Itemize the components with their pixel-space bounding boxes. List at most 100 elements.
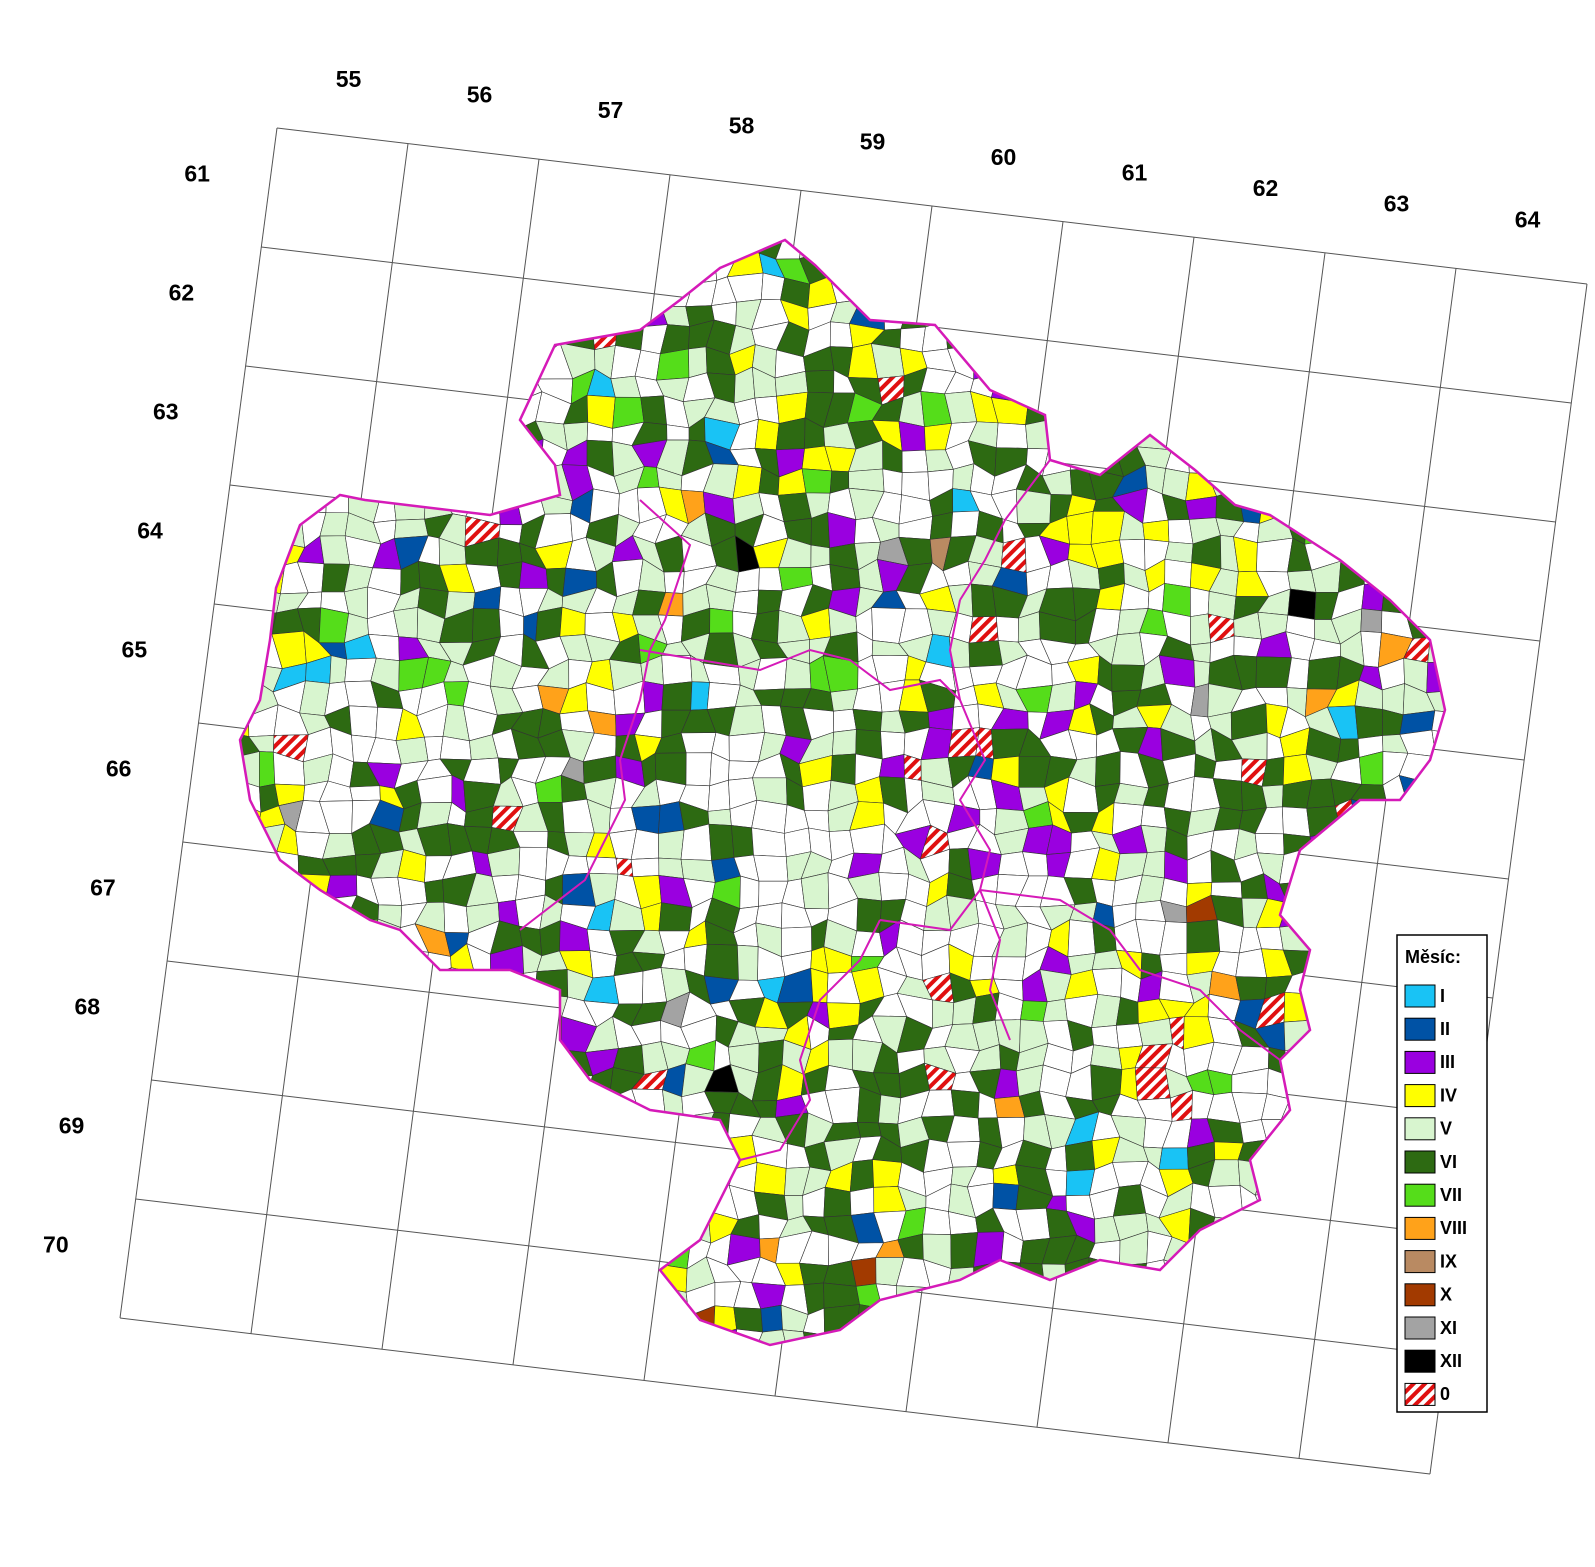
district — [658, 1313, 690, 1336]
district — [249, 1019, 281, 1054]
district — [295, 1207, 328, 1243]
district — [444, 1042, 476, 1074]
district — [354, 1310, 382, 1335]
district — [473, 1308, 502, 1339]
district — [1287, 446, 1312, 478]
district — [1187, 321, 1221, 350]
district — [1328, 949, 1361, 981]
district — [1265, 273, 1288, 303]
district — [391, 255, 428, 280]
district — [859, 1354, 885, 1385]
district — [296, 1160, 331, 1197]
district — [1062, 367, 1101, 398]
district — [1450, 777, 1484, 807]
district — [249, 895, 278, 933]
district — [1089, 1305, 1121, 1333]
district — [583, 1161, 614, 1195]
district — [319, 1185, 356, 1217]
district — [345, 392, 374, 425]
district — [1234, 295, 1270, 330]
district — [1360, 630, 1382, 668]
district — [517, 1232, 545, 1268]
district — [1314, 1145, 1339, 1171]
district — [848, 468, 885, 493]
district — [1476, 776, 1503, 807]
district — [416, 774, 453, 804]
district — [946, 1308, 977, 1340]
districts — [240, 240, 1505, 1389]
district — [1432, 474, 1445, 502]
district — [901, 1365, 932, 1385]
district — [253, 1142, 284, 1174]
district — [537, 1137, 565, 1172]
district — [610, 1360, 641, 1389]
district — [707, 808, 732, 826]
district — [945, 275, 982, 307]
district — [631, 1088, 667, 1124]
district — [946, 1141, 981, 1168]
district — [372, 469, 393, 501]
district — [1067, 919, 1096, 958]
legend-swatch — [1404, 1150, 1436, 1174]
district — [560, 300, 596, 329]
district — [535, 606, 563, 642]
district — [683, 1164, 713, 1189]
district — [708, 823, 735, 861]
district — [607, 1139, 641, 1168]
district — [246, 274, 285, 305]
district — [1476, 807, 1503, 832]
district — [591, 1142, 610, 1169]
district — [246, 520, 275, 549]
district — [1187, 448, 1208, 475]
column-label: 56 — [467, 81, 493, 107]
district — [275, 1266, 309, 1290]
district — [777, 492, 812, 523]
district — [1377, 276, 1407, 298]
district — [1111, 664, 1146, 692]
district — [1305, 488, 1337, 526]
district — [398, 1046, 416, 1076]
district — [1350, 898, 1383, 929]
district — [591, 1114, 613, 1150]
district — [882, 468, 903, 496]
district — [415, 1359, 450, 1382]
district — [561, 1167, 596, 1190]
district — [402, 294, 426, 330]
district — [583, 1185, 619, 1215]
district — [240, 1208, 257, 1239]
district — [682, 1327, 714, 1345]
district — [1257, 347, 1288, 377]
district — [1192, 345, 1220, 375]
district — [947, 727, 980, 758]
district — [1478, 637, 1505, 668]
district — [240, 1236, 257, 1263]
district — [1429, 345, 1445, 380]
district — [371, 348, 404, 380]
district — [944, 320, 978, 350]
district — [1335, 366, 1359, 406]
district — [251, 392, 273, 429]
district — [969, 1305, 1000, 1339]
district — [826, 1002, 861, 1029]
district — [1042, 998, 1068, 1022]
district — [1187, 399, 1216, 423]
region-borders — [519, 459, 1281, 1161]
district — [1072, 1305, 1091, 1330]
district — [240, 969, 258, 998]
district — [240, 1139, 259, 1173]
district — [991, 1261, 1024, 1285]
district — [631, 1123, 667, 1140]
district — [1065, 240, 1093, 254]
district — [518, 1114, 547, 1142]
district — [517, 993, 545, 1028]
district — [994, 1355, 1024, 1386]
district — [1306, 415, 1336, 452]
district — [351, 302, 379, 328]
district — [810, 967, 829, 1004]
district — [686, 250, 718, 285]
district — [1158, 1147, 1189, 1170]
district — [733, 1307, 763, 1333]
district — [661, 1138, 689, 1168]
district — [257, 1283, 285, 1315]
